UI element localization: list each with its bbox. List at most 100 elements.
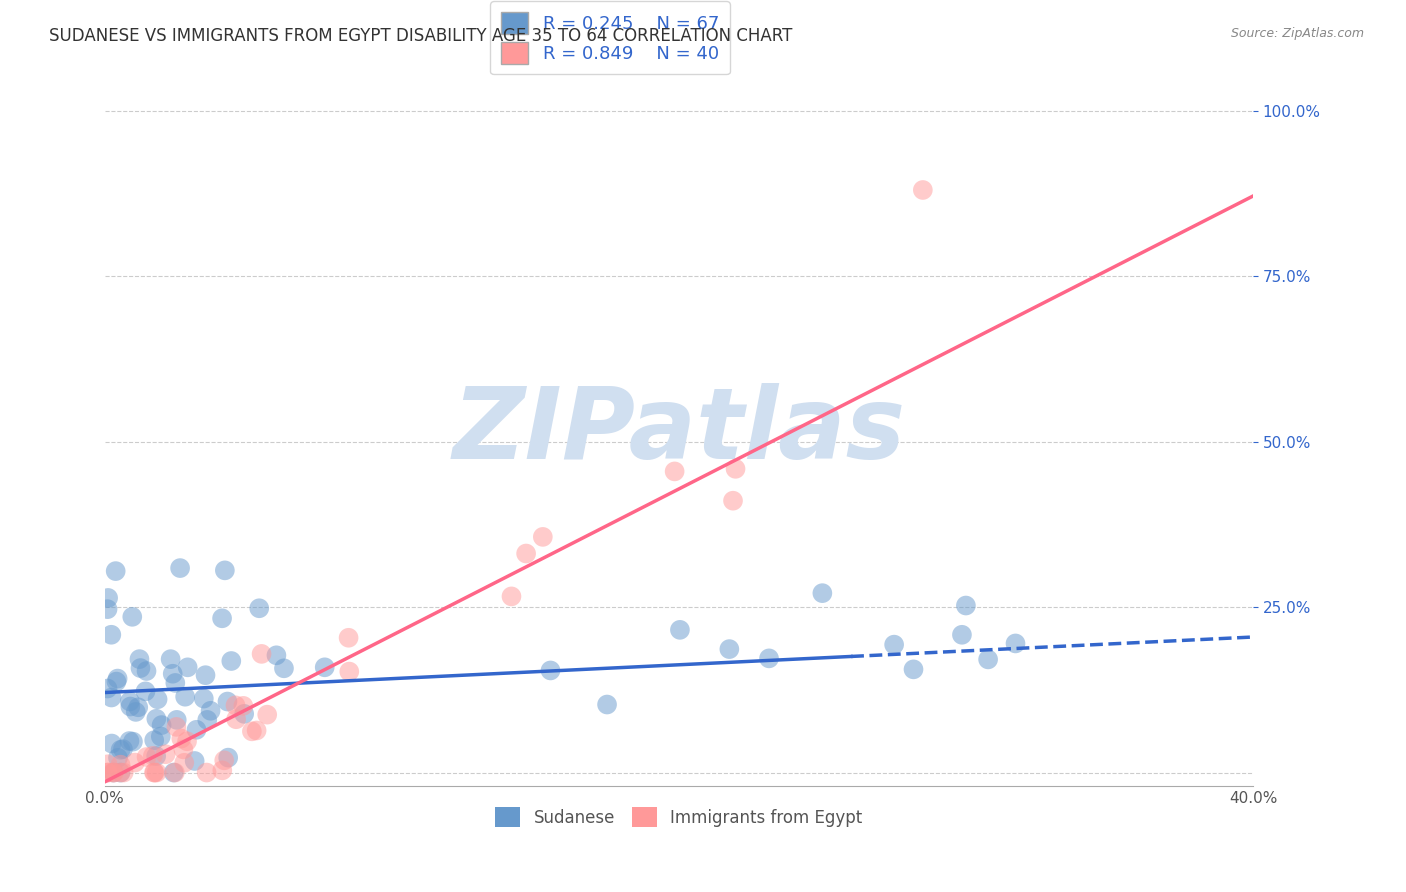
Point: [96, 681, 118, 696]
Text: SUDANESE VS IMMIGRANTS FROM EGYPT DISABILITY AGE 35 TO 64 CORRELATION CHART: SUDANESE VS IMMIGRANTS FROM EGYPT DISABI…: [49, 27, 793, 45]
Point: [186, 723, 208, 737]
Point: [212, 753, 235, 767]
Point: [314, 660, 336, 674]
Point: [166, 713, 188, 727]
Point: [159, 652, 181, 666]
Point: [955, 599, 977, 613]
Point: [200, 704, 222, 718]
Point: [221, 654, 243, 668]
Point: [143, 765, 166, 780]
Point: [101, 765, 124, 780]
Point: [194, 668, 217, 682]
Point: [250, 647, 273, 661]
Point: [122, 734, 145, 748]
Point: [1004, 636, 1026, 650]
Point: [337, 665, 360, 679]
Point: [531, 530, 554, 544]
Point: [273, 661, 295, 675]
Point: [121, 609, 143, 624]
Point: [173, 756, 195, 770]
Point: [110, 765, 132, 780]
Point: [143, 765, 166, 780]
Point: [596, 698, 619, 712]
Point: [96, 757, 118, 772]
Point: [111, 742, 134, 756]
Point: [176, 734, 198, 748]
Point: [110, 757, 132, 772]
Point: [145, 749, 167, 764]
Point: [232, 698, 254, 713]
Point: [125, 705, 148, 719]
Point: [195, 713, 218, 727]
Point: [669, 623, 692, 637]
Point: [225, 712, 247, 726]
Point: [724, 462, 747, 476]
Point: [96, 765, 118, 780]
Point: [163, 765, 186, 780]
Point: [135, 750, 157, 764]
Point: [501, 590, 523, 604]
Point: [337, 631, 360, 645]
Point: [100, 737, 122, 751]
Point: [118, 734, 141, 748]
Point: [104, 564, 127, 578]
Point: [883, 638, 905, 652]
Point: [162, 666, 184, 681]
Point: [172, 742, 194, 756]
Point: [124, 756, 146, 770]
Point: [246, 723, 269, 738]
Point: [129, 661, 152, 675]
Point: [110, 743, 132, 757]
Point: [165, 676, 187, 690]
Point: [145, 712, 167, 726]
Point: [211, 611, 233, 625]
Point: [145, 765, 167, 780]
Point: [135, 664, 157, 678]
Point: [233, 706, 256, 721]
Point: [266, 648, 288, 663]
Point: [977, 652, 1000, 666]
Text: ZIPatlas: ZIPatlas: [453, 383, 905, 480]
Point: [170, 731, 193, 746]
Point: [718, 642, 741, 657]
Point: [195, 765, 218, 780]
Point: [128, 652, 150, 666]
Point: [214, 563, 236, 577]
Point: [143, 733, 166, 747]
Legend: Sudanese, Immigrants from Egypt: Sudanese, Immigrants from Egypt: [489, 800, 869, 834]
Point: [811, 586, 834, 600]
Point: [224, 698, 246, 713]
Point: [97, 591, 120, 605]
Point: [174, 690, 197, 704]
Point: [150, 718, 173, 732]
Point: [149, 730, 172, 744]
Point: [103, 765, 125, 780]
Point: [183, 754, 205, 768]
Point: [664, 464, 686, 478]
Point: [100, 628, 122, 642]
Point: [112, 765, 135, 780]
Point: [96, 602, 118, 616]
Point: [169, 561, 191, 575]
Point: [110, 765, 132, 780]
Point: [217, 694, 239, 708]
Point: [155, 747, 177, 762]
Point: [176, 660, 198, 674]
Point: [193, 691, 215, 706]
Point: [903, 662, 925, 676]
Point: [163, 765, 186, 780]
Point: [120, 699, 142, 714]
Point: [107, 672, 129, 686]
Point: [103, 765, 125, 780]
Point: [97, 765, 120, 780]
Point: [118, 694, 141, 708]
Point: [165, 720, 187, 734]
Point: [540, 664, 562, 678]
Point: [247, 601, 270, 615]
Point: [127, 700, 149, 714]
Point: [107, 751, 129, 765]
Point: [911, 183, 934, 197]
Point: [142, 748, 165, 763]
Point: [721, 493, 744, 508]
Point: [758, 651, 780, 665]
